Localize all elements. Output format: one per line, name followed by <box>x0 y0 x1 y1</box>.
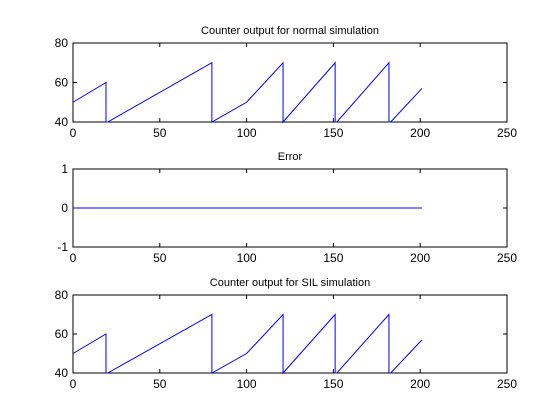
x-tick-label: 0 <box>70 251 77 265</box>
x-tick-label: 250 <box>497 251 517 265</box>
y-tick-label: 80 <box>55 288 69 302</box>
subplot-sil-simulation: Counter output for SIL simulation 0 50 100… <box>55 277 518 391</box>
series-line <box>72 313 423 375</box>
x-tick-label: 100 <box>237 251 257 265</box>
x-tick-label: 50 <box>153 377 167 391</box>
x-tick-label: 100 <box>237 377 257 391</box>
subplot-normal-simulation: Counter output for normal simulation 0 50… <box>55 25 518 140</box>
x-tick-label: 200 <box>410 251 430 265</box>
y-tick-label: 60 <box>55 327 69 341</box>
y-tick-label: 40 <box>55 115 69 129</box>
y-tick-label: 60 <box>55 76 69 90</box>
subplot-title: Error <box>278 151 303 163</box>
subplot-title: Counter output for normal simulation <box>201 25 379 37</box>
x-tick-label: 250 <box>497 126 517 140</box>
y-tick-label: 1 <box>61 162 68 176</box>
x-tick-label: 50 <box>153 251 167 265</box>
x-tick-label: 250 <box>497 377 517 391</box>
subplot-title: Counter output for SIL simulation <box>210 277 370 289</box>
x-tick-label: 0 <box>70 126 77 140</box>
x-tick-label: 150 <box>323 126 343 140</box>
series-line <box>72 61 423 124</box>
subplot-error: Error 0 50 100 150 200 250-101 <box>57 151 517 265</box>
y-tick-label: 0 <box>61 201 68 215</box>
x-tick-label: 0 <box>70 377 77 391</box>
x-tick-label: 100 <box>237 126 257 140</box>
y-tick-label: 80 <box>55 36 69 50</box>
x-tick-label: 200 <box>410 126 430 140</box>
x-tick-label: 150 <box>323 251 343 265</box>
y-tick-label: -1 <box>57 240 68 254</box>
x-tick-label: 200 <box>410 377 430 391</box>
x-tick-label: 50 <box>153 126 167 140</box>
y-tick-label: 40 <box>55 366 69 380</box>
x-tick-label: 150 <box>323 377 343 391</box>
